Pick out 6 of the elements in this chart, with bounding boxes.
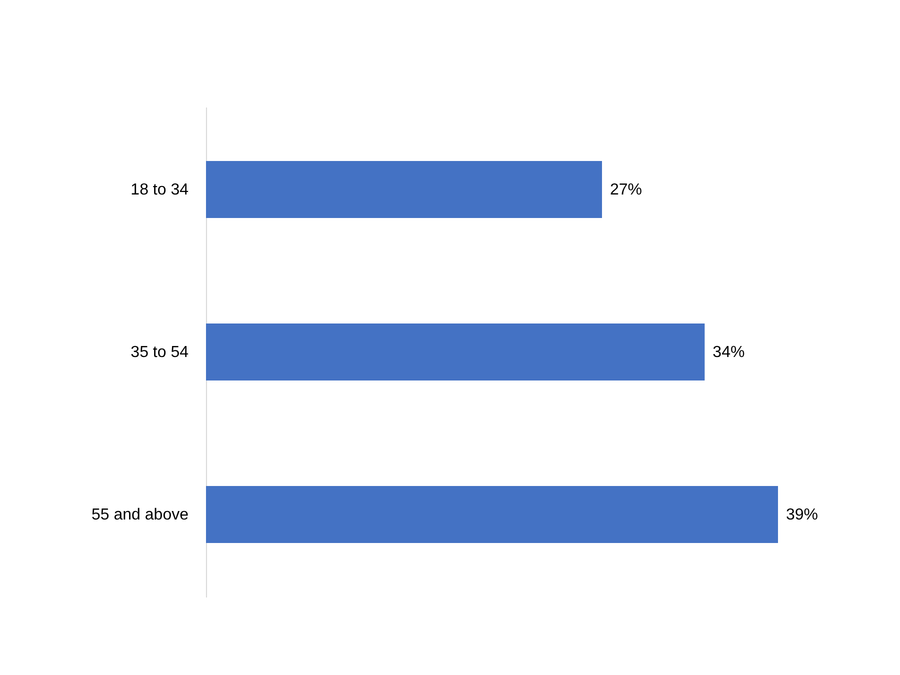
y-tick-label: 18 to 34 bbox=[130, 181, 189, 198]
y-tick-label: 55 and above bbox=[92, 506, 189, 524]
y-tick-label: 35 to 54 bbox=[130, 344, 189, 361]
data-label: 34% bbox=[712, 344, 745, 361]
data-label: 27% bbox=[610, 181, 642, 198]
data-label: 39% bbox=[786, 506, 818, 524]
